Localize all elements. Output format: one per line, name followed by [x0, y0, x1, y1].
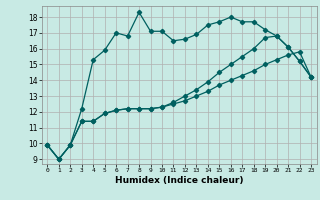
X-axis label: Humidex (Indice chaleur): Humidex (Indice chaleur) — [115, 176, 244, 185]
